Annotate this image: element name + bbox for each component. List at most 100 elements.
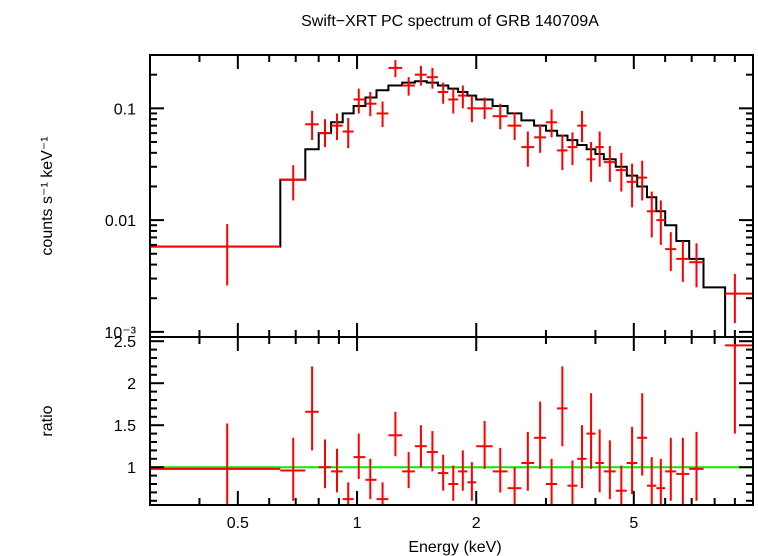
- ratio-point: [507, 467, 522, 505]
- ratio-point: [689, 431, 704, 501]
- ytick-label: 2: [127, 376, 136, 393]
- ratio-point: [388, 411, 403, 457]
- data-point: [567, 132, 578, 166]
- data-point: [603, 146, 616, 182]
- data-point: [353, 88, 366, 114]
- spectrum-ytick-labels: 0.1 0.01 10⁻³: [104, 101, 136, 342]
- ratio-point: [365, 458, 377, 500]
- data-point: [689, 243, 704, 288]
- spectrum-ylabel: counts s⁻¹ keV⁻¹: [39, 136, 56, 255]
- ratio-point: [305, 366, 319, 451]
- data-point: [448, 88, 459, 114]
- data-point: [665, 232, 677, 272]
- data-point: [365, 91, 377, 117]
- data-point: [426, 67, 438, 89]
- ratio-point: [353, 433, 366, 479]
- ratio-point: [725, 337, 753, 434]
- ratio-point: [492, 447, 508, 493]
- data-point: [467, 95, 477, 123]
- ratio-panel: 1 1.5 2 2.5 0.5 1 2 5 ratio Energy (keV): [39, 334, 754, 556]
- ratio-point: [426, 431, 438, 472]
- ratio-point: [342, 482, 354, 505]
- ratio-point: [437, 454, 449, 491]
- data-point: [676, 241, 690, 282]
- ratio-point: [402, 452, 415, 489]
- ratio-point: [476, 421, 493, 469]
- data-point: [577, 110, 587, 142]
- ratio-point: [676, 437, 690, 505]
- data-point: [150, 224, 281, 286]
- chart-title: Swift−XRT PC spectrum of GRB 140709A: [301, 13, 599, 30]
- data-point: [507, 112, 522, 141]
- xtick-label: 0.5: [227, 515, 249, 532]
- data-point: [534, 124, 546, 153]
- ratio-ticks: [150, 337, 753, 505]
- spectrum-frame: [149, 54, 754, 338]
- data-point: [586, 141, 596, 182]
- ratio-ylabel: ratio: [39, 405, 56, 436]
- data-point: [626, 163, 638, 208]
- ytick-label: 10⁻³: [104, 325, 136, 342]
- ratio-point: [603, 440, 616, 500]
- ratio-point: [331, 448, 343, 493]
- ratio-ytick-labels: 1 1.5 2 2.5: [114, 334, 136, 477]
- ratio-points: [150, 337, 753, 505]
- data-point: [318, 119, 332, 148]
- data-point: [521, 131, 535, 167]
- ratio-point: [458, 450, 468, 491]
- model-step-line: [150, 80, 753, 337]
- ratio-point: [577, 425, 587, 489]
- data-point: [342, 117, 354, 149]
- data-point: [458, 85, 468, 109]
- ratio-point: [665, 437, 677, 501]
- data-point: [557, 134, 568, 171]
- ratio-point: [615, 465, 627, 505]
- ratio-point: [567, 460, 578, 505]
- ratio-point: [280, 437, 306, 501]
- ratio-point: [647, 457, 657, 505]
- spectrum-panel: 0.1 0.01 10⁻³ counts s⁻¹ keV⁻¹: [39, 54, 754, 342]
- data-point: [437, 82, 449, 104]
- data-point: [388, 60, 403, 78]
- ratio-point: [318, 439, 332, 489]
- data-point: [647, 191, 657, 238]
- xtick-label: 2: [472, 515, 481, 532]
- spectrum-ticks: [150, 55, 753, 337]
- data-point: [305, 110, 319, 141]
- ratio-point: [467, 462, 477, 501]
- xtick-labels: 0.5 1 2 5: [227, 515, 639, 532]
- ratio-point: [534, 401, 546, 469]
- ytick-label: 1: [127, 460, 136, 477]
- model-curve: [150, 80, 753, 337]
- data-point: [615, 152, 627, 192]
- ratio-point: [626, 426, 638, 495]
- xtick-label: 5: [629, 515, 638, 532]
- data-point: [545, 109, 558, 138]
- xtick-label: 1: [353, 515, 362, 532]
- ratio-point: [448, 465, 459, 501]
- data-point: [280, 165, 306, 201]
- data-point: [595, 131, 604, 167]
- data-point: [656, 200, 666, 245]
- data-point: [725, 273, 753, 324]
- data-point: [637, 160, 648, 201]
- ytick-label: 1.5: [114, 418, 136, 435]
- data-point: [492, 103, 508, 130]
- data-point: [402, 77, 415, 96]
- ratio-point: [637, 393, 648, 476]
- ytick-label: 0.01: [105, 213, 136, 230]
- ratio-frame: [149, 336, 754, 506]
- x-axis-label: Energy (keV): [408, 539, 501, 556]
- ratio-point: [557, 366, 568, 447]
- data-points: [150, 60, 753, 324]
- ratio-point: [521, 431, 535, 491]
- ytick-label: 2.5: [114, 334, 136, 351]
- ratio-point: [586, 393, 596, 469]
- data-point: [331, 113, 343, 141]
- ratio-point: [414, 425, 427, 468]
- data-point: [376, 101, 389, 128]
- ratio-point: [150, 423, 281, 505]
- data-point: [414, 65, 427, 86]
- ratio-point: [376, 482, 389, 505]
